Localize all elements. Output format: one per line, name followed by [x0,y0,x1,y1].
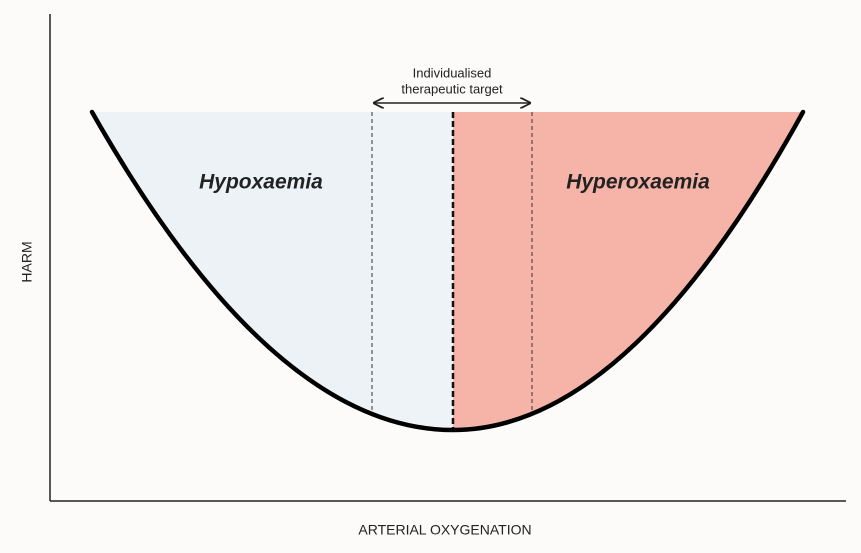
region-label: Hypoxaemia [199,171,323,194]
y-axis-label: HARM [19,241,35,282]
hypoxaemia-region [92,112,453,430]
harm-curve [89,109,806,433]
x-axis-label: ARTERIAL OXYGENATION [358,522,531,538]
target-label: Individualised [413,65,492,80]
target-left [372,112,453,430]
target-label: therapeutic target [401,81,503,96]
region-label: Hyperoxaemia [566,171,710,194]
hyperoxaemia-region [453,112,803,430]
